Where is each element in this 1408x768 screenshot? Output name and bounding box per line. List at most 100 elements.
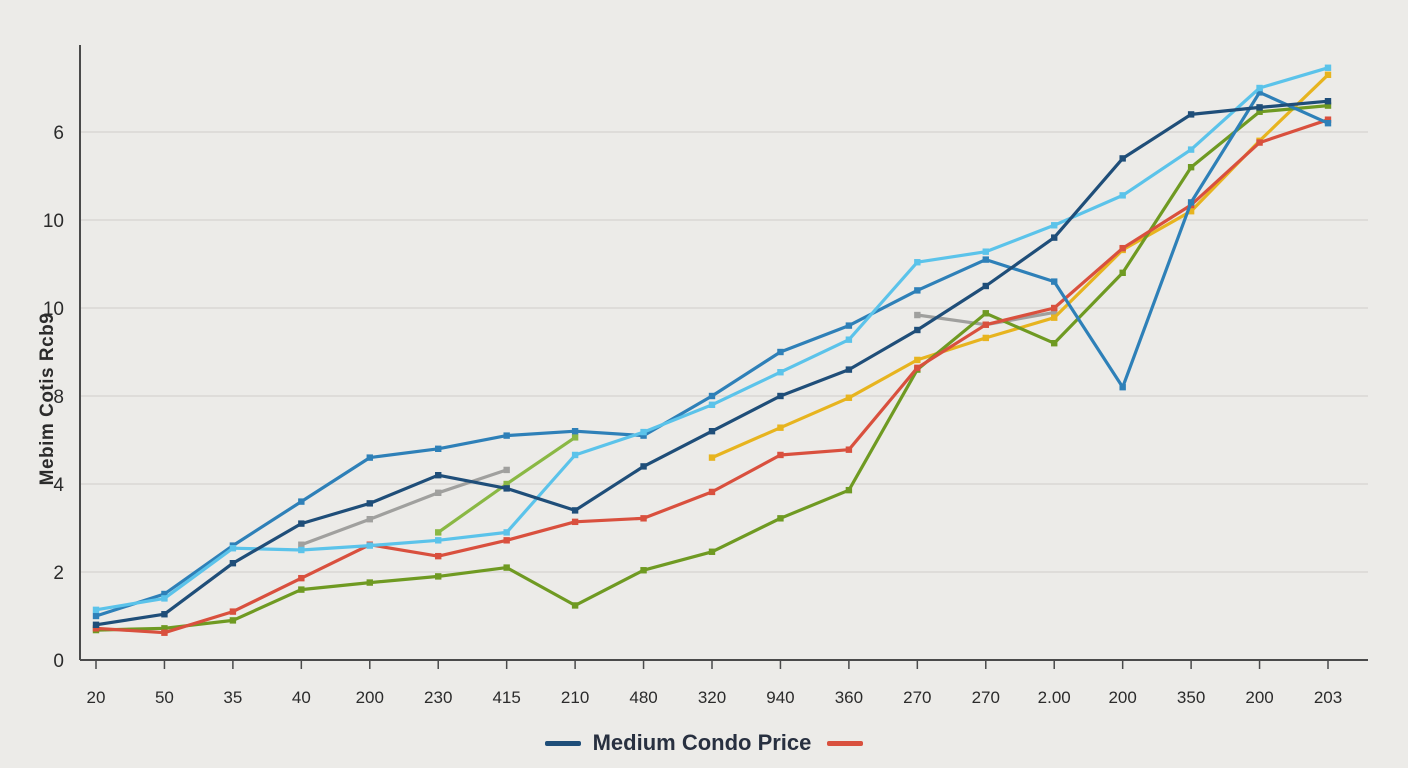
series-marker (1051, 314, 1058, 321)
x-tick-label: 320 (698, 688, 726, 707)
series-marker (92, 606, 100, 614)
series-marker (1324, 102, 1332, 109)
series-marker (914, 287, 921, 294)
series-marker (845, 322, 853, 329)
y-tick-label: 0 (53, 651, 64, 672)
series-marker (435, 552, 442, 560)
series-marker (435, 573, 442, 580)
series-marker (777, 515, 784, 522)
series-marker (1187, 164, 1195, 171)
series-marker (92, 612, 100, 620)
x-tick-label: 50 (155, 688, 174, 707)
series-marker (708, 454, 716, 461)
series-marker (914, 326, 921, 334)
series-marker (503, 480, 510, 488)
series-marker (161, 611, 168, 618)
series-marker (435, 529, 442, 536)
series-marker (1051, 340, 1058, 347)
series-marker (298, 520, 305, 527)
series-marker (503, 466, 510, 474)
series-marker (298, 498, 305, 505)
y-axis-title: Mebim Cotis Rcb9 (37, 312, 58, 486)
series-marker (298, 574, 305, 582)
series-marker (571, 434, 579, 441)
series-line-sky-blue (94, 66, 1330, 612)
series-marker (366, 500, 373, 507)
series-marker (1119, 384, 1126, 391)
series-marker (92, 625, 100, 632)
series-marker (845, 366, 853, 373)
series-marker (366, 454, 373, 461)
series-marker (1256, 89, 1263, 96)
series-marker (503, 564, 510, 571)
x-tick-label: 203 (1314, 688, 1342, 707)
x-tick-label: 200 (1245, 688, 1273, 707)
series-marker (435, 472, 442, 479)
y-tick-label: 4 (53, 475, 64, 496)
series-marker (1324, 64, 1332, 71)
series-marker (1324, 98, 1332, 105)
series-marker (1256, 139, 1263, 146)
series-marker (435, 489, 442, 496)
series-line-steel-blue (94, 90, 1330, 618)
series-marker (229, 617, 237, 624)
series-marker (914, 259, 921, 266)
x-tick-label: 35 (223, 688, 242, 707)
series-marker (777, 369, 784, 376)
x-tick-label: 360 (835, 688, 863, 707)
legend-swatch (544, 740, 581, 746)
series-line-gray-partial (299, 310, 1056, 547)
series-marker (1119, 192, 1126, 199)
series-marker (640, 428, 647, 436)
series-marker (845, 336, 853, 343)
series-line-red (94, 118, 1330, 635)
series-marker (1119, 269, 1126, 276)
series-marker (1051, 309, 1058, 316)
series-marker (640, 515, 647, 522)
series-marker (503, 432, 510, 439)
legend-swatch (827, 740, 864, 746)
series-marker (640, 432, 647, 439)
series-marker (298, 541, 305, 548)
series-marker (571, 518, 579, 526)
series-marker (1187, 146, 1195, 153)
y-tick-label: 8 (53, 387, 64, 408)
y-tick-label: 10 (43, 211, 64, 232)
series-marker (1187, 208, 1195, 215)
series-marker (777, 424, 784, 431)
x-tick-label: 230 (424, 688, 452, 707)
series-marker (708, 488, 716, 496)
x-tick-label: 940 (766, 688, 794, 707)
series-marker (435, 445, 442, 452)
series-marker (1119, 155, 1126, 162)
series-marker (982, 256, 989, 263)
x-tick-label: 2.00 (1038, 688, 1071, 707)
series-marker (298, 546, 305, 554)
series-marker (161, 595, 168, 602)
series-marker (161, 590, 168, 598)
x-tick-label: 415 (492, 688, 520, 707)
legend-label: Medium Condo Price (592, 730, 812, 755)
series-marker (1051, 222, 1058, 229)
series-marker (366, 516, 373, 523)
series-marker (1256, 84, 1263, 92)
series-line-medium-condo-price (94, 99, 1330, 627)
series-marker (1051, 234, 1058, 241)
x-tick-label: 200 (1108, 688, 1136, 707)
series-marker (640, 463, 647, 470)
series-marker (1324, 116, 1332, 123)
x-tick-label: 200 (356, 688, 384, 707)
y-tick-label: 10 (43, 299, 64, 320)
legend-item-1 (827, 740, 864, 746)
x-tick-label: 480 (629, 688, 657, 707)
series-marker (982, 321, 989, 328)
series-marker (845, 486, 853, 494)
series-marker (845, 394, 853, 401)
series-marker (161, 625, 168, 632)
series-marker (571, 602, 579, 609)
series-marker (229, 608, 237, 615)
series-marker (1324, 71, 1332, 78)
series-marker (708, 428, 716, 435)
